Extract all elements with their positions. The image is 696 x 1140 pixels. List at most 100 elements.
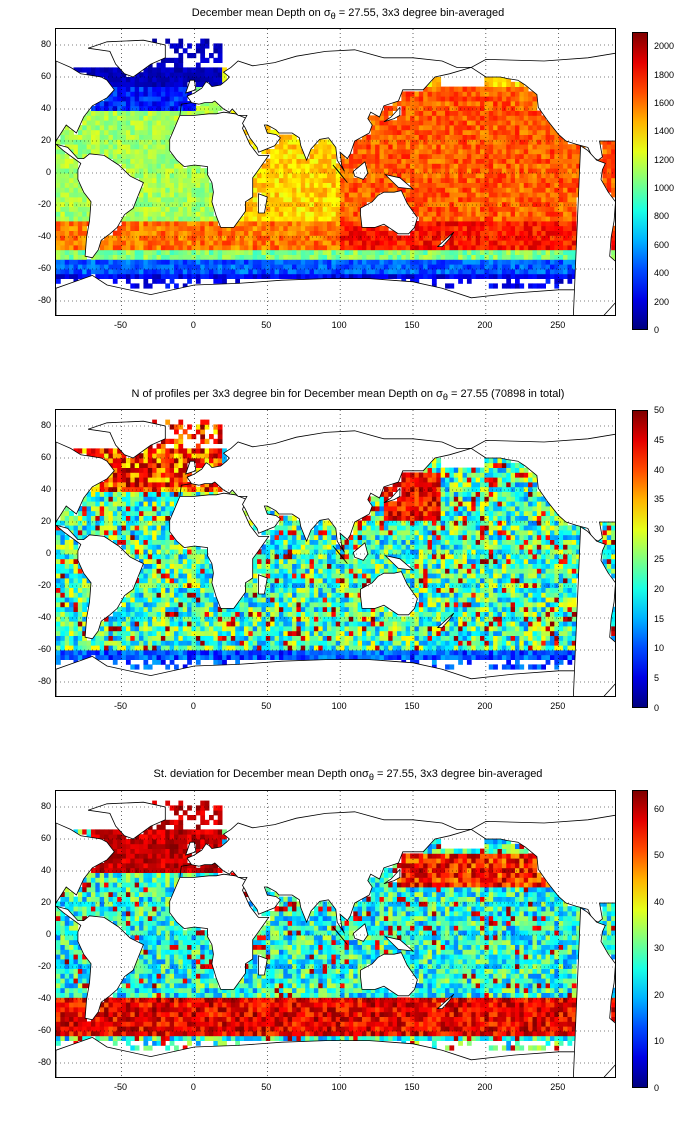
data-cell (340, 153, 345, 159)
data-cell (178, 240, 184, 246)
data-cell (134, 486, 140, 492)
data-cell (178, 549, 184, 555)
data-cell (143, 101, 149, 107)
data-cell (82, 501, 87, 507)
data-cell (414, 235, 420, 241)
data-cell (257, 211, 262, 217)
data-cell (283, 240, 289, 246)
data-cell (139, 539, 144, 545)
data-cell (532, 249, 538, 255)
data-cell (493, 125, 498, 131)
data-cell (401, 259, 407, 265)
data-cell (112, 125, 118, 131)
data-cell (121, 110, 127, 116)
data-cell (182, 259, 188, 265)
data-cell (134, 506, 140, 512)
data-cell (274, 158, 280, 164)
data-cell (160, 153, 166, 159)
data-cell (156, 81, 162, 87)
data-cell (396, 273, 402, 279)
data-cell (95, 72, 101, 78)
data-cell (436, 125, 442, 131)
data-cell (466, 153, 472, 159)
data-cell (160, 630, 166, 636)
data-cell (510, 86, 516, 92)
data-cell (571, 192, 577, 198)
data-cell (471, 144, 477, 150)
data-cell (353, 249, 359, 255)
data-cell (182, 554, 188, 560)
data-cell (379, 144, 385, 150)
data-cell (213, 110, 219, 116)
data-cell (235, 230, 240, 236)
data-cell (121, 129, 127, 135)
data-cell (445, 86, 450, 92)
data-cell (217, 254, 223, 260)
data-cell (130, 534, 136, 540)
data-cell (108, 486, 114, 492)
data-cell (519, 91, 525, 97)
data-cell (95, 115, 101, 121)
data-cell (82, 153, 87, 159)
data-cell (243, 216, 249, 222)
data-cell (458, 96, 463, 102)
data-cell (427, 139, 433, 145)
data-cell (475, 163, 481, 169)
data-cell (475, 259, 481, 265)
data-cell (178, 587, 184, 593)
data-cell (366, 187, 372, 193)
data-cell (541, 221, 546, 227)
data-cell (484, 177, 490, 183)
data-cell (414, 177, 420, 183)
data-cell (545, 230, 551, 236)
data-cell (125, 134, 131, 140)
data-cell (226, 254, 232, 260)
data-cell (475, 125, 481, 131)
data-cell (112, 458, 118, 464)
data-cell (73, 592, 79, 598)
data-cell (401, 115, 407, 121)
data-cell (104, 269, 109, 275)
data-cell (112, 467, 118, 473)
data-cell (510, 101, 516, 107)
data-cell (396, 264, 402, 270)
data-cell (187, 650, 192, 656)
data-cell (125, 477, 131, 483)
data-cell (410, 206, 415, 212)
data-cell (366, 115, 372, 121)
data-cell (440, 192, 446, 198)
data-cell (195, 240, 201, 246)
data-cell (82, 206, 87, 212)
data-cell (112, 278, 118, 284)
data-cell (532, 187, 538, 193)
data-cell (523, 259, 529, 265)
data-cell (283, 144, 289, 150)
data-cell (519, 177, 525, 183)
data-cell (484, 264, 490, 270)
data-cell (300, 259, 306, 265)
data-cell (147, 467, 153, 473)
data-cell (611, 187, 615, 193)
data-cell (510, 105, 516, 111)
data-cell (353, 216, 359, 222)
data-cell (571, 273, 577, 279)
data-cell (501, 120, 507, 126)
data-cell (200, 201, 206, 207)
data-cell (108, 101, 114, 107)
data-cell (165, 645, 171, 651)
data-cell (73, 587, 79, 593)
data-cell (235, 240, 240, 246)
data-cell (549, 125, 555, 131)
data-cell (549, 230, 555, 236)
data-cell (462, 240, 468, 246)
data-cell (602, 158, 608, 164)
data-cell (292, 149, 297, 155)
data-cell (344, 264, 350, 270)
data-cell (174, 67, 179, 73)
data-cell (480, 221, 485, 227)
data-cell (567, 168, 573, 174)
data-cell (56, 587, 61, 593)
data-cell (90, 264, 96, 270)
data-cell (427, 81, 433, 87)
data-cell (611, 254, 615, 260)
